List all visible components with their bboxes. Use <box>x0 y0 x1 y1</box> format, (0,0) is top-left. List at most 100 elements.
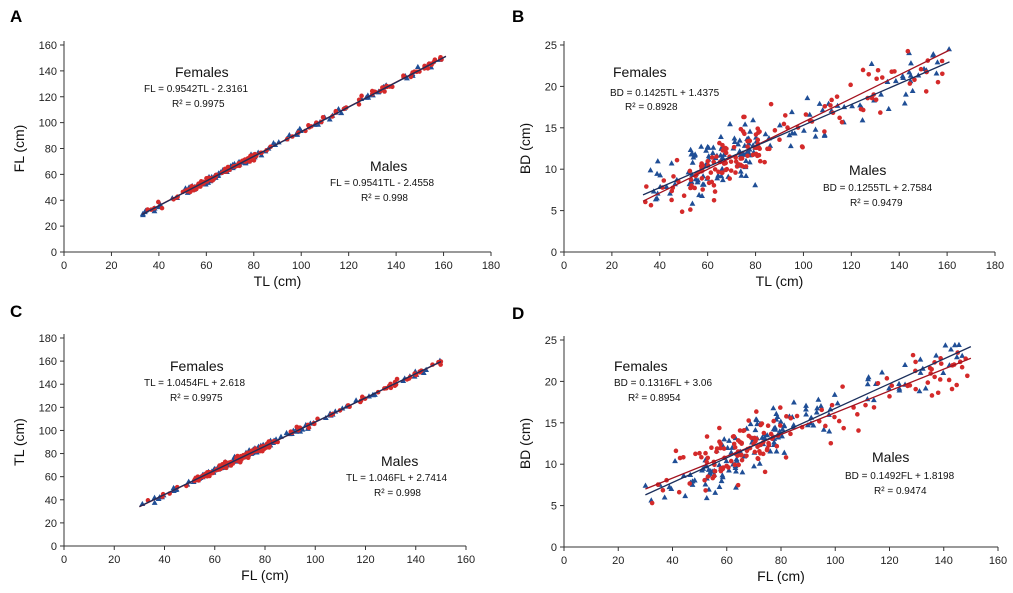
y-tick-label: 20 <box>45 518 57 530</box>
x-tick-label: 120 <box>880 555 898 567</box>
data-point-female <box>848 82 853 88</box>
data-point-male <box>696 191 702 198</box>
data-point-male <box>694 179 701 185</box>
data-point-female <box>755 130 761 135</box>
data-point-male <box>420 369 427 376</box>
data-point-female <box>671 174 676 179</box>
data-point-male <box>954 354 960 360</box>
data-point-female <box>822 104 828 109</box>
x-axis-label: TL (cm) <box>756 273 804 289</box>
x-tick-label: 0 <box>561 555 567 567</box>
data-point-female <box>320 114 326 120</box>
x-tick-label: 140 <box>890 260 908 272</box>
data-point-male <box>815 396 822 402</box>
data-point-female <box>679 209 685 214</box>
x-tick-label: 0 <box>61 260 67 272</box>
data-point-female <box>755 126 761 131</box>
males-r-squared: R² = 0.998 <box>374 488 421 499</box>
data-point-male <box>687 146 694 152</box>
data-point-female <box>728 458 734 464</box>
data-point-male <box>747 128 753 134</box>
data-point-female <box>708 170 714 175</box>
data-point-female <box>649 500 655 506</box>
y-tick-label: 160 <box>39 356 57 368</box>
data-point-male <box>750 117 756 123</box>
data-point-female <box>693 451 698 457</box>
data-point-male <box>776 122 783 128</box>
data-point-female <box>822 129 827 134</box>
data-point-male <box>710 144 717 150</box>
data-point-female <box>946 377 952 383</box>
data-point-female <box>719 170 725 176</box>
data-point-male <box>772 426 779 432</box>
data-point-female <box>700 187 705 192</box>
data-point-male <box>868 60 875 66</box>
data-point-female <box>711 183 717 188</box>
data-point-female <box>674 157 680 163</box>
data-point-female <box>772 128 778 133</box>
x-tick-label: 20 <box>612 555 624 567</box>
data-point-female <box>755 137 761 143</box>
data-point-male <box>779 433 785 439</box>
trendline-males <box>642 61 950 196</box>
data-point-female <box>832 414 837 420</box>
data-point-male <box>731 135 738 141</box>
data-point-male <box>930 51 937 57</box>
data-point-female <box>782 113 788 118</box>
data-point-male <box>859 117 866 123</box>
data-point-female <box>394 376 400 382</box>
data-point-female <box>834 94 840 99</box>
data-point-female <box>702 477 707 483</box>
data-point-male <box>752 426 759 433</box>
data-point-male <box>672 457 678 464</box>
chart-c-svg: C 0 20 40 60 80 100 120 140 160 0 20 40 60 80 100 120 140… <box>10 302 475 583</box>
data-point-male <box>692 176 699 182</box>
data-point-male <box>892 77 899 84</box>
males-label: Males <box>370 158 407 174</box>
data-point-female <box>860 67 866 73</box>
data-point-female <box>875 67 881 73</box>
data-point-male <box>714 175 721 181</box>
data-point-male <box>270 140 277 146</box>
data-point-male <box>718 133 724 140</box>
data-point-female <box>768 431 774 437</box>
females-equation: BD = 0.1316FL + 3.06 <box>614 378 712 389</box>
y-tick-label: 5 <box>551 501 557 513</box>
y-tick-label: 140 <box>39 66 57 78</box>
trendline-males <box>141 55 447 216</box>
data-point-female <box>705 158 711 164</box>
data-point-female <box>757 448 762 454</box>
data-point-female <box>836 418 842 424</box>
x-tick-label: 20 <box>105 260 117 272</box>
data-point-male <box>956 341 962 347</box>
data-point-male <box>689 150 696 157</box>
males-label: Males <box>872 449 909 465</box>
data-point-female <box>728 168 734 173</box>
data-point-male <box>716 461 723 468</box>
data-point-male <box>788 108 795 115</box>
data-point-male <box>777 418 784 424</box>
data-point-male <box>666 483 673 490</box>
data-point-male <box>816 100 823 106</box>
data-point-female <box>910 352 916 358</box>
data-point-female <box>717 425 722 431</box>
females-r-squared: R² = 0.9975 <box>172 99 225 110</box>
data-point-male <box>726 467 732 473</box>
x-tick-label: 0 <box>561 260 567 272</box>
data-point-female <box>732 445 738 450</box>
data-point-male <box>907 72 914 78</box>
data-point-male <box>789 130 796 136</box>
data-point-female <box>754 409 759 414</box>
panel-letter-a: A <box>10 7 22 26</box>
data-point-male <box>902 91 909 97</box>
data-point-male <box>804 422 811 428</box>
data-point-male <box>716 483 723 490</box>
data-point-male <box>806 111 813 117</box>
data-point-male <box>786 132 793 138</box>
data-point-female <box>829 402 835 408</box>
data-point-female <box>660 487 666 493</box>
data-point-male <box>772 424 778 430</box>
data-point-male <box>689 200 696 206</box>
y-tick-label: 15 <box>545 418 557 430</box>
y-tick-label: 0 <box>51 247 57 259</box>
